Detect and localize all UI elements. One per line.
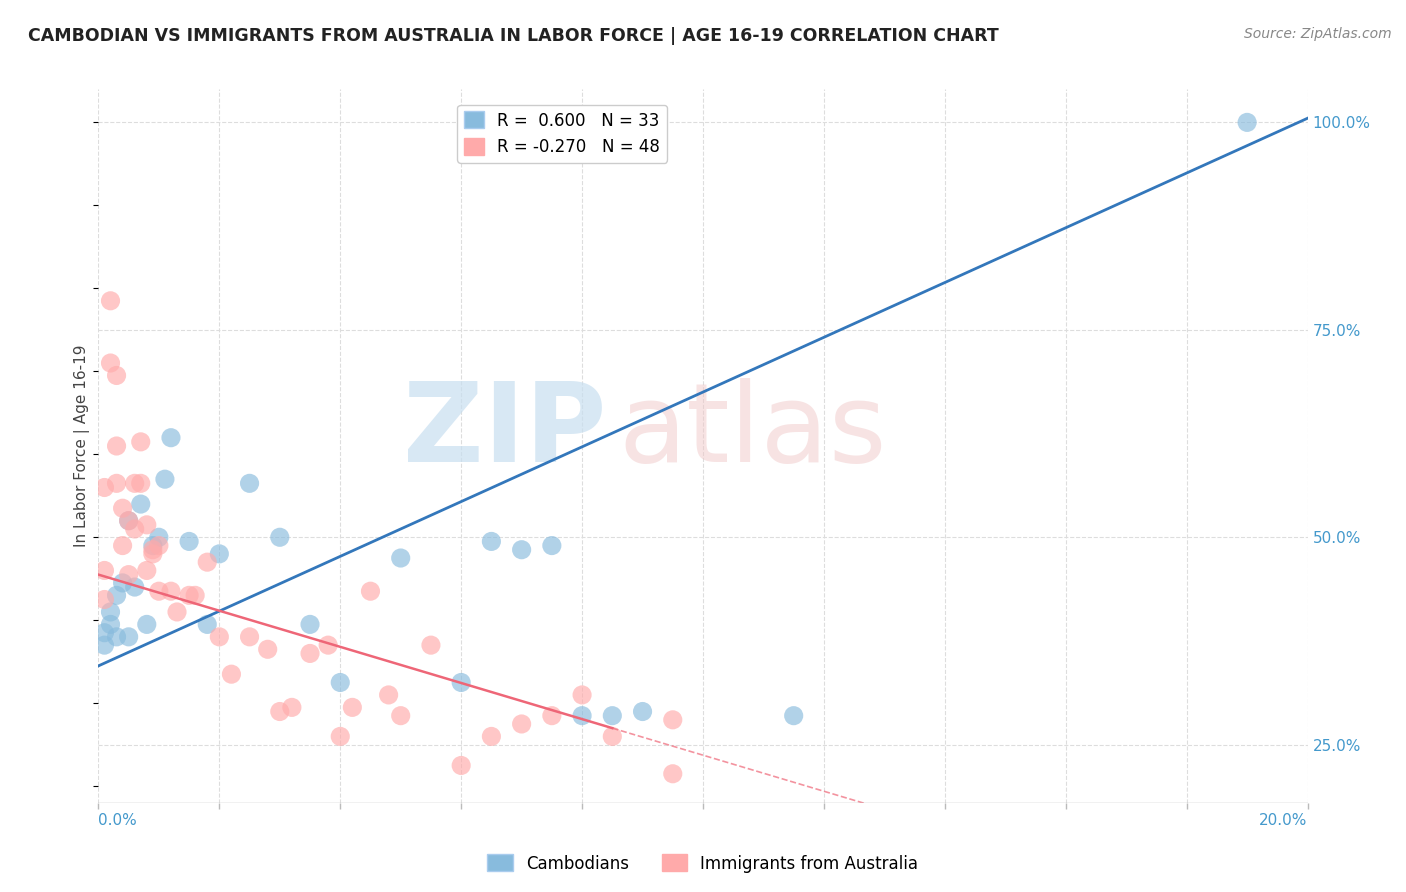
Point — [1236, 115, 1258, 129]
Point — [124, 522, 146, 536]
Point — [377, 688, 399, 702]
Legend: Cambodians, Immigrants from Australia: Cambodians, Immigrants from Australia — [481, 847, 925, 880]
Point — [481, 730, 503, 744]
Point — [602, 730, 624, 744]
Point — [195, 617, 218, 632]
Point — [105, 476, 128, 491]
Point — [148, 584, 170, 599]
Point — [166, 605, 188, 619]
Point — [281, 700, 304, 714]
Text: Source: ZipAtlas.com: Source: ZipAtlas.com — [1244, 27, 1392, 41]
Point — [239, 476, 262, 491]
Point — [129, 434, 152, 449]
Point — [142, 542, 165, 557]
Point — [93, 564, 115, 578]
Point — [316, 638, 339, 652]
Point — [389, 708, 412, 723]
Point — [129, 497, 152, 511]
Point — [111, 501, 134, 516]
Point — [179, 588, 201, 602]
Point — [93, 592, 115, 607]
Point — [100, 293, 122, 308]
Point — [329, 675, 352, 690]
Point — [510, 542, 533, 557]
Point — [160, 431, 183, 445]
Text: 0.0%: 0.0% — [98, 813, 138, 828]
Point — [142, 539, 165, 553]
Point — [100, 356, 122, 370]
Text: CAMBODIAN VS IMMIGRANTS FROM AUSTRALIA IN LABOR FORCE | AGE 16-19 CORRELATION CH: CAMBODIAN VS IMMIGRANTS FROM AUSTRALIA I… — [28, 27, 998, 45]
Point — [256, 642, 278, 657]
Point — [118, 567, 141, 582]
Point — [269, 705, 291, 719]
Point — [221, 667, 243, 681]
Point — [389, 551, 412, 566]
Point — [195, 555, 218, 569]
Point — [142, 547, 165, 561]
Text: atlas: atlas — [619, 378, 887, 485]
Point — [360, 584, 382, 599]
Point — [602, 708, 624, 723]
Point — [118, 630, 141, 644]
Point — [571, 708, 593, 723]
Point — [631, 705, 654, 719]
Y-axis label: In Labor Force | Age 16-19: In Labor Force | Age 16-19 — [75, 344, 90, 548]
Point — [329, 730, 352, 744]
Point — [135, 517, 157, 532]
Point — [571, 688, 593, 702]
Point — [299, 617, 322, 632]
Point — [148, 539, 170, 553]
Point — [100, 605, 122, 619]
Point — [208, 547, 231, 561]
Point — [93, 638, 115, 652]
Point — [540, 708, 562, 723]
Point — [118, 514, 141, 528]
Point — [129, 476, 152, 491]
Point — [111, 575, 134, 590]
Point — [208, 630, 231, 644]
Point — [481, 534, 503, 549]
Point — [160, 584, 183, 599]
Point — [111, 539, 134, 553]
Point — [450, 758, 472, 772]
Point — [105, 588, 128, 602]
Point — [153, 472, 176, 486]
Point — [105, 630, 128, 644]
Point — [420, 638, 443, 652]
Point — [662, 713, 685, 727]
Point — [269, 530, 291, 544]
Point — [239, 630, 262, 644]
Point — [179, 534, 201, 549]
Legend: R =  0.600   N = 33, R = -0.270   N = 48: R = 0.600 N = 33, R = -0.270 N = 48 — [457, 104, 666, 162]
Point — [184, 588, 207, 602]
Point — [124, 580, 146, 594]
Point — [105, 439, 128, 453]
Point — [148, 530, 170, 544]
Point — [105, 368, 128, 383]
Text: ZIP: ZIP — [404, 378, 606, 485]
Point — [135, 617, 157, 632]
Point — [450, 675, 472, 690]
Point — [299, 647, 322, 661]
Point — [510, 717, 533, 731]
Point — [662, 766, 685, 780]
Point — [93, 481, 115, 495]
Point — [93, 625, 115, 640]
Point — [342, 700, 364, 714]
Point — [118, 514, 141, 528]
Point — [135, 564, 157, 578]
Point — [124, 476, 146, 491]
Point — [783, 708, 806, 723]
Point — [100, 617, 122, 632]
Text: 20.0%: 20.0% — [1260, 813, 1308, 828]
Point — [540, 539, 562, 553]
